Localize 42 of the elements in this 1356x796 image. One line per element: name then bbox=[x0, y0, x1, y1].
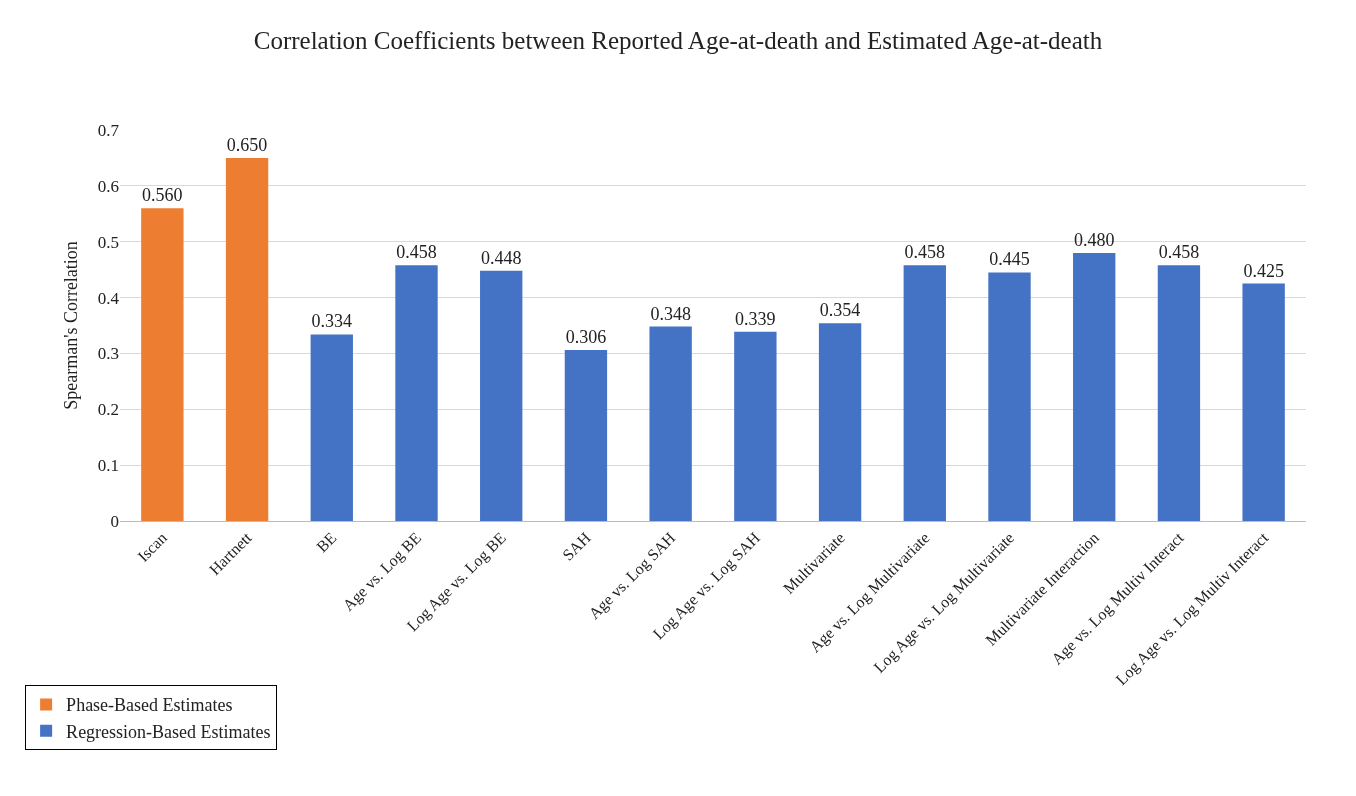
data-label: 0.458 bbox=[1158, 242, 1200, 263]
data-label: 0.339 bbox=[735, 308, 776, 329]
y-tick-label: 0.2 bbox=[97, 400, 119, 420]
bar bbox=[225, 157, 269, 521]
data-label: 0.334 bbox=[311, 311, 353, 332]
y-tick-label: 0.3 bbox=[97, 344, 119, 364]
bar bbox=[310, 334, 353, 521]
legend-label: Phase-Based Estimates bbox=[66, 695, 233, 716]
data-label: 0.480 bbox=[1073, 229, 1115, 250]
bar bbox=[564, 350, 608, 521]
bar bbox=[395, 265, 438, 521]
x-tick-label: BE bbox=[313, 528, 340, 556]
data-label: 0.306 bbox=[565, 327, 607, 348]
y-tick-label: 0.1 bbox=[97, 456, 119, 476]
bar bbox=[480, 270, 523, 521]
data-label: 0.448 bbox=[480, 247, 522, 268]
bar bbox=[988, 272, 1031, 521]
data-label: 0.445 bbox=[989, 249, 1030, 270]
bar bbox=[903, 265, 946, 521]
legend-label: Regression-Based Estimates bbox=[66, 721, 271, 742]
bar bbox=[649, 326, 692, 521]
bar bbox=[818, 323, 862, 521]
y-tick-label: 0.5 bbox=[97, 232, 119, 252]
data-label: 0.458 bbox=[904, 242, 946, 263]
y-tick-label: 0 bbox=[110, 511, 119, 531]
bar bbox=[1157, 265, 1201, 521]
y-axis-title: Spearman's Correlation bbox=[60, 241, 81, 410]
data-label: 0.560 bbox=[142, 185, 183, 206]
x-tick-label: Iscan bbox=[134, 528, 171, 565]
data-label: 0.354 bbox=[819, 300, 861, 321]
y-tick-label: 0.4 bbox=[97, 288, 120, 308]
bar bbox=[1073, 252, 1116, 521]
data-label: 0.458 bbox=[396, 242, 437, 263]
data-label: 0.425 bbox=[1243, 260, 1284, 281]
chart-title: Correlation Coefficients between Reported Age-at-death and Estimated Age-at-death bbox=[253, 27, 1103, 55]
data-label: 0.650 bbox=[226, 134, 268, 155]
bar bbox=[1242, 283, 1285, 521]
y-tick-label: 0.6 bbox=[97, 176, 119, 196]
data-label: 0.348 bbox=[650, 303, 691, 324]
y-tick-label: 0.7 bbox=[97, 120, 120, 140]
bar bbox=[141, 208, 184, 521]
bar bbox=[734, 331, 777, 521]
